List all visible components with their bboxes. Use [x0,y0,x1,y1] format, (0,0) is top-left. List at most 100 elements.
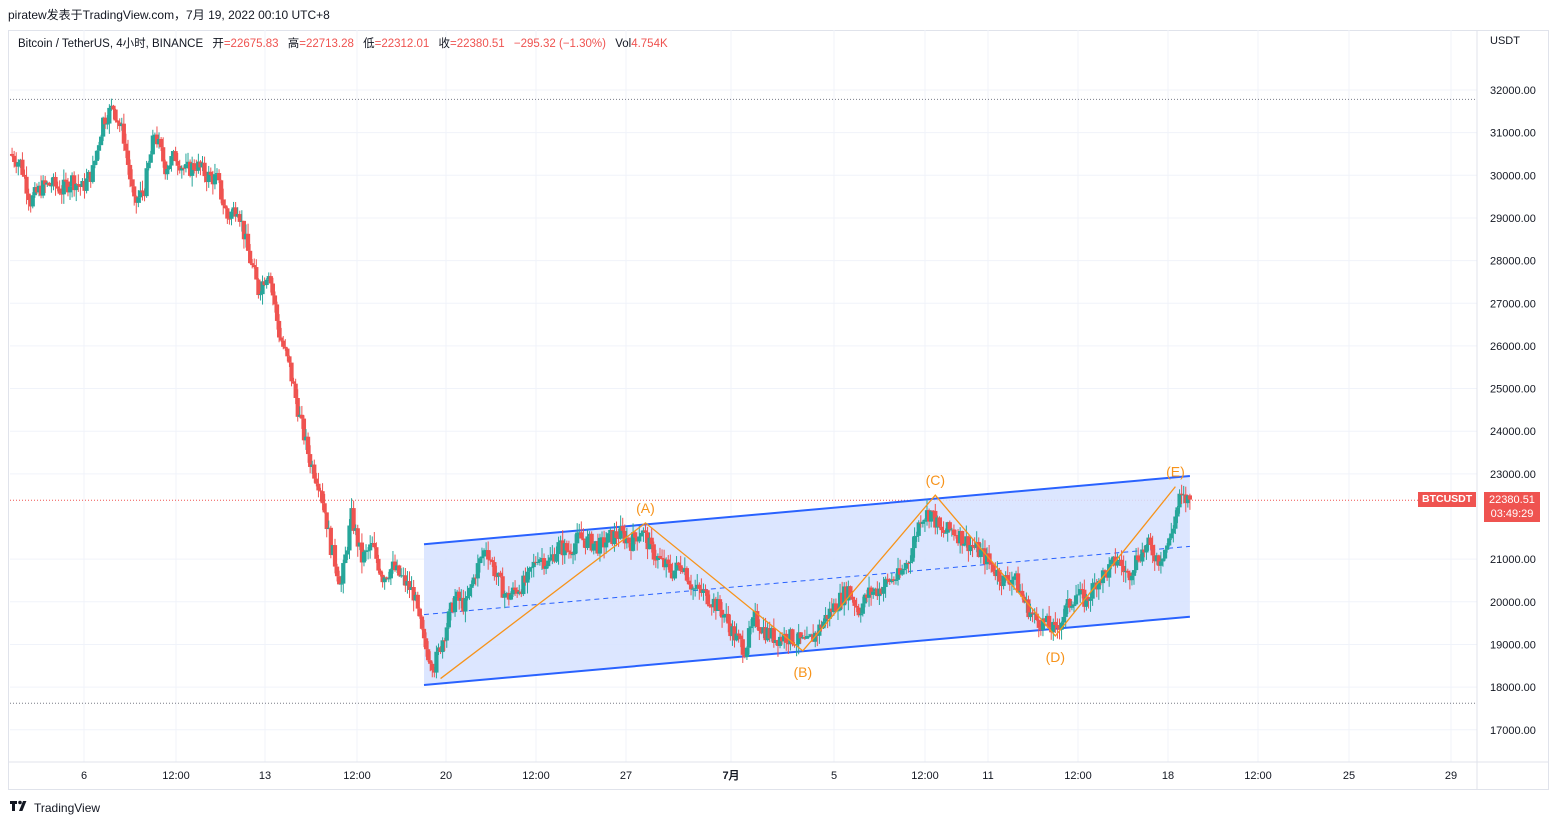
candle-body [183,164,189,169]
candle-body [1148,537,1153,545]
candle-body [250,263,255,266]
candle-body [258,294,263,296]
candle-body [883,578,888,588]
candle-body [943,532,948,534]
time-tick-label: 27 [620,770,632,782]
candle-body [937,517,942,527]
candle-body [1179,493,1184,495]
candle-body [444,627,449,641]
candle-body [289,362,294,382]
legend-symbol[interactable]: Bitcoin / TetherUS, 4小时, BINANCE [18,38,204,50]
candle-body [9,153,15,156]
footer-brand[interactable]: TradingView [10,800,100,815]
candle-body [20,159,25,175]
candle-body [355,528,360,547]
candle-body [127,164,133,180]
candle-body [601,537,607,548]
time-tick-label: 12:00 [343,770,371,782]
candle-body [1034,613,1039,621]
candle-body [929,510,934,522]
candle-body [384,577,389,579]
candle-body [850,596,855,600]
time-tick-label: 12:00 [1064,770,1092,782]
candle-body [777,636,783,646]
candle-body [287,356,292,363]
candle-body [684,568,689,581]
candle-body [951,529,957,536]
candle-body [734,633,739,641]
candle-body [510,587,516,595]
candle-body [817,624,822,636]
candle-body [1090,583,1095,599]
time-tick-label: 20 [440,770,452,782]
legend-vol-label: Vol [615,38,632,50]
candle-body [1144,545,1149,553]
wave-label: (C) [926,472,945,488]
candle-body [407,581,412,591]
candle-body [672,570,677,579]
candle-body [960,530,965,546]
candle-body [334,566,340,577]
price-tick-label: 25000.00 [1490,384,1536,396]
last-price-tag: 22380.51 03:49:29 [1484,492,1540,522]
candle-body [966,536,971,552]
candle-body [914,535,919,537]
candle-body [566,550,571,552]
legend-open-label: 开 [212,38,224,50]
candle-body [1162,549,1168,559]
candle-body [738,635,743,640]
candle-body [84,178,89,191]
candle-body [237,214,242,222]
candle-body [252,265,257,268]
candle-body [225,208,230,219]
candle-body [256,279,261,296]
candle-body [556,542,561,555]
candle-body [755,611,760,627]
candle-body [24,176,29,194]
candle-body [643,530,648,533]
price-tick-label: 31000.00 [1490,128,1536,140]
candle-body [1055,625,1060,629]
candle-body [103,117,108,125]
candle-body [798,632,803,639]
candle-body [181,167,186,169]
candle-body [1165,545,1170,550]
footer-brand-label: TradingView [34,800,101,815]
candle-body [378,570,383,575]
candle-body [96,145,102,151]
candle-body [308,454,313,467]
candle-body [893,579,899,581]
candle-body [1140,549,1145,562]
candle-body [490,560,495,563]
candle-body [1047,615,1052,628]
candle-body [869,587,874,595]
candle-body [1173,516,1178,529]
candle-body [430,663,435,671]
candle-body [848,586,853,597]
last-price-value: 22380.51 [1489,494,1535,506]
candle-body [564,543,569,551]
symbol-price-tag: BTCUSDT [1418,492,1477,507]
time-tick-label: 29 [1445,770,1457,782]
time-tick-label: 18 [1162,770,1174,782]
candle-body [1071,604,1077,607]
candle-body [1160,558,1166,562]
candle-body [1129,575,1135,581]
candle-body [1109,559,1114,565]
price-tick-label: 19000.00 [1490,639,1536,651]
candle-body [1076,594,1081,596]
candle-body [428,660,433,664]
candle-body [678,565,683,571]
candle-body [1107,564,1112,578]
candle-body [316,483,321,491]
candle-body [175,161,180,166]
candle-body [227,218,232,220]
candle-body [107,107,112,124]
legend-close: =22380.51 [450,38,505,50]
time-tick-label: 5 [831,770,837,782]
candle-body [305,436,311,455]
candle-body [833,603,839,612]
candle-body [693,588,698,590]
candle-body [535,562,540,564]
